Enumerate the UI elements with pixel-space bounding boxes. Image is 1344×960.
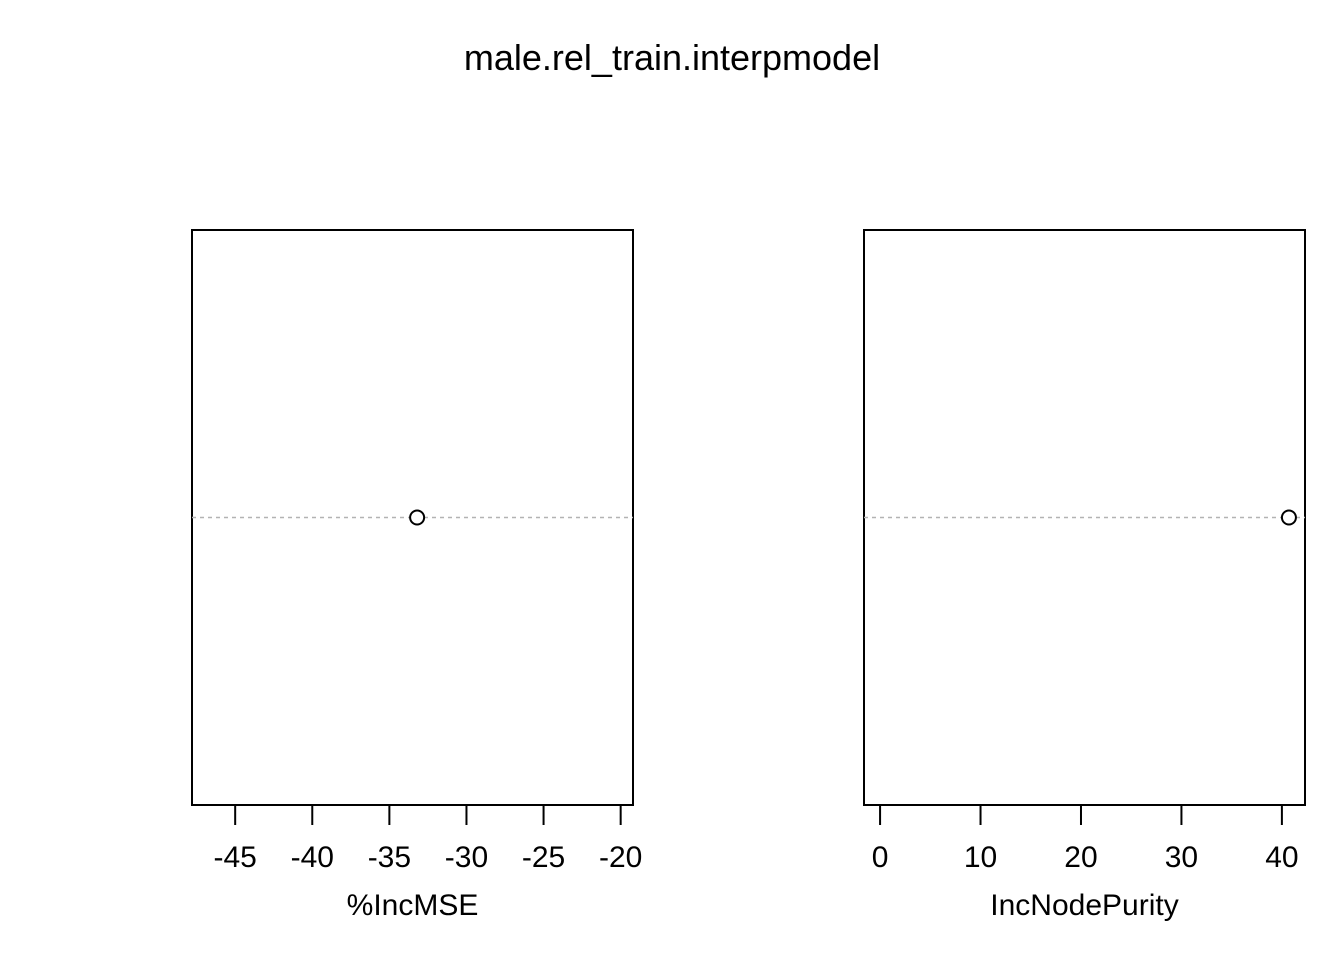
x-tick-label: 30 bbox=[1165, 841, 1198, 874]
x-tick-label: -40 bbox=[291, 841, 334, 874]
x-tick-label: -25 bbox=[522, 841, 565, 874]
x-tick-label: 40 bbox=[1265, 841, 1298, 874]
x-tick-label: -45 bbox=[213, 841, 256, 874]
x-tick-label: -30 bbox=[445, 841, 488, 874]
x-tick-label: 10 bbox=[964, 841, 997, 874]
data-point-incmse bbox=[409, 509, 426, 526]
x-tick-label: 20 bbox=[1064, 841, 1097, 874]
x-axis-label: %IncMSE bbox=[347, 889, 479, 922]
x-axis-label: IncNodePurity bbox=[990, 889, 1178, 922]
panel-incmse: -45 -40 -35 -30 -25 -20 %IncMSE bbox=[191, 229, 642, 922]
x-tick-label: 0 bbox=[872, 841, 889, 874]
x-tick-label: -20 bbox=[599, 841, 642, 874]
figure-title: male.rel_train.interpmodel bbox=[464, 37, 880, 78]
x-tick-label: -35 bbox=[368, 841, 411, 874]
data-point-incnodepurity bbox=[1280, 509, 1297, 526]
panel-incnodepurity: 0 10 20 30 40 IncNodePurity bbox=[863, 229, 1306, 922]
